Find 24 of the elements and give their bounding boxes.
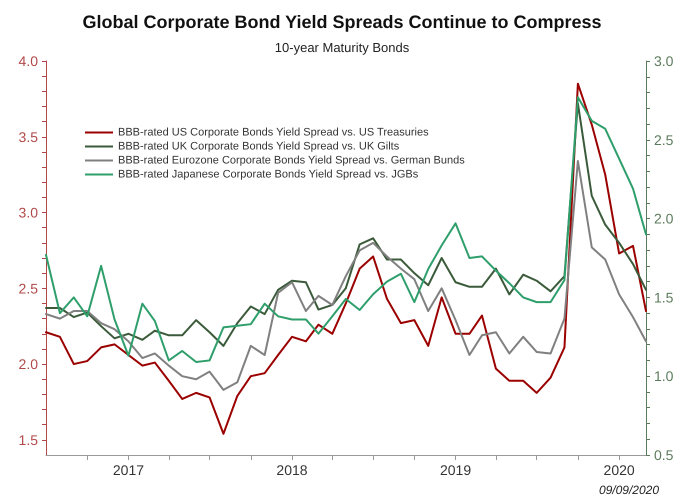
y2-tick-label: 3.0: [654, 53, 674, 69]
legend-label: BBB-rated Japanese Corporate Bonds Yield Spread vs. JGBs: [118, 168, 419, 180]
y2-tick-label: 1.5: [654, 289, 674, 306]
y2-tick-label: 1.0: [654, 368, 674, 384]
y2-tick-label: 2.5: [654, 132, 674, 148]
x-tick-label: 2018: [276, 462, 308, 478]
y-tick-label: 1.5: [18, 432, 38, 448]
chart-title: Global Corporate Bond Yield Spreads Continue to Compress: [82, 12, 602, 32]
legend-label: BBB-rated US Corporate Bonds Yield Spread vs. US Treasuries: [118, 126, 430, 138]
x-tick-label: 2020: [604, 462, 635, 478]
line-series: [45, 82, 647, 435]
text: 09/09/2020: [598, 483, 660, 497]
x-tick-label: 2017: [112, 462, 144, 478]
legend-label: BBB-rated Eurozone Corporate Bonds Yield Spread vs. German Bunds: [118, 154, 466, 166]
y2-tick-label: 2.0: [654, 210, 674, 227]
y-tick-label: 3.0: [18, 204, 38, 221]
chart-subtitle: 10-year Maturity Bonds: [274, 40, 410, 55]
legend-label: BBB-rated UK Corporate Bonds Yield Spread vs. UK Gilts: [118, 140, 400, 152]
y-tick-label: 3.5: [18, 128, 38, 145]
y-tick-label: 4.0: [18, 53, 38, 69]
x-tick-label: 2019: [440, 462, 472, 478]
y-tick-label: 2.5: [18, 280, 38, 296]
y-tick-label: 2.0: [18, 356, 38, 372]
y2-tick-label: 0.5: [654, 447, 674, 463]
